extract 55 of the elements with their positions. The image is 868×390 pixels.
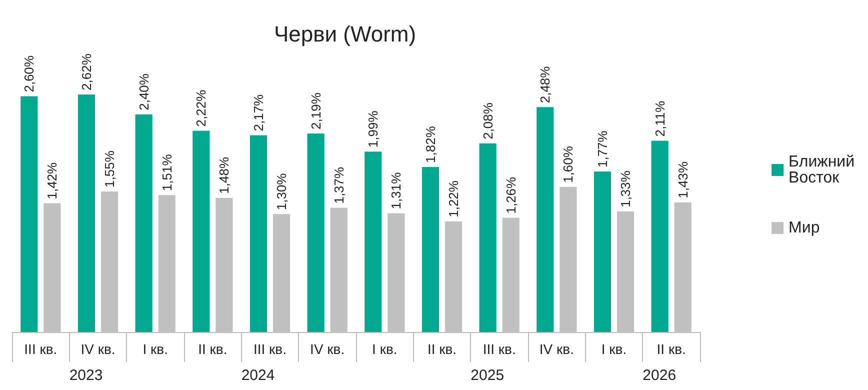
data-label: 1,99% [366, 110, 381, 148]
bar [536, 107, 554, 332]
x-tick-label: I кв. [372, 341, 398, 357]
data-label: 1,77% [594, 130, 610, 168]
data-label: 2,17% [250, 94, 266, 132]
x-tick-label: I кв. [601, 341, 627, 357]
data-label: 1,31% [388, 172, 404, 210]
data-label: 1,30% [274, 172, 290, 210]
x-tick-label: III кв. [482, 341, 516, 357]
bar [307, 133, 324, 332]
data-label: 2,08% [480, 102, 496, 140]
data-label: 1,51% [159, 154, 174, 192]
data-label: 1,42% [44, 162, 60, 200]
text: 2024 [241, 367, 275, 384]
x-tick-label: IV кв. [80, 341, 116, 357]
x-tick-label: IV кв. [539, 341, 574, 357]
data-label: 1,33% [618, 170, 634, 208]
legend-label: Ближний Восток [788, 154, 859, 186]
data-label: 1,43% [675, 161, 690, 198]
x-tick-label: II кв. [656, 341, 686, 357]
data-label: 1,55% [102, 150, 118, 188]
text: 2025 [470, 367, 504, 384]
data-label: 1,22% [446, 180, 462, 218]
data-label: 1,48% [216, 156, 232, 194]
bar [135, 114, 152, 332]
text: 2023 [69, 367, 103, 384]
bar [364, 152, 382, 332]
data-label: 1,60% [560, 146, 576, 183]
bar [78, 94, 96, 332]
data-label: 1,26% [503, 176, 518, 214]
x-tick-label: I кв. [142, 341, 168, 357]
bar [192, 130, 210, 332]
x-tick-label: III кв. [253, 341, 287, 357]
bar [422, 166, 440, 332]
x-tick-label: II кв. [427, 341, 457, 357]
data-label: 2,48% [538, 66, 553, 104]
x-tick-label: II кв. [198, 341, 228, 357]
data-label: 2,60% [22, 54, 37, 92]
legend-label: Мир [788, 220, 820, 236]
data-label: 2,62% [78, 53, 94, 90]
bar [250, 135, 268, 332]
x-tick-label: IV кв. [310, 341, 345, 357]
bar [594, 172, 612, 332]
data-label: 1,37% [331, 166, 346, 204]
bar [20, 96, 38, 332]
data-label: 2,11% [652, 100, 668, 137]
data-label: 2,19% [308, 92, 324, 130]
bar [479, 143, 496, 332]
bar [651, 140, 668, 332]
text: 2026 [642, 367, 676, 384]
data-label: 2,40% [136, 73, 152, 110]
x-tick-label: III кв. [24, 341, 58, 357]
data-label: 2,22% [194, 89, 209, 127]
data-label: 1,82% [422, 126, 438, 163]
chart-title: Черви (Worm) [274, 22, 416, 46]
